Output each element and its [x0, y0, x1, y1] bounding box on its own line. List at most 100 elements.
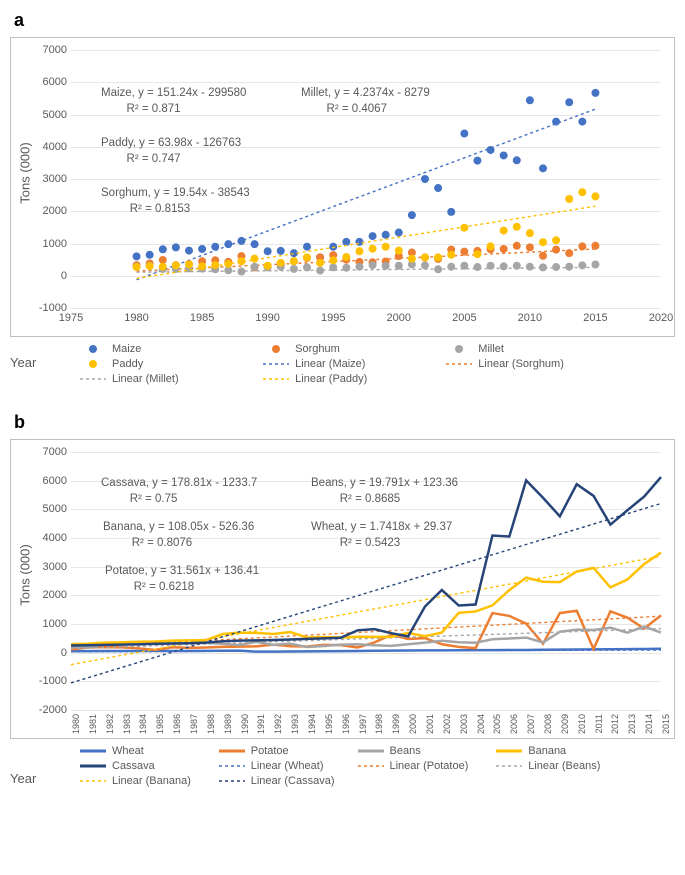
x-tick-label: 1990: [255, 312, 279, 324]
y-tick-label: 5000: [19, 109, 67, 121]
legend-label: Linear (Banana): [112, 775, 191, 787]
x-tick-label: 1989: [223, 714, 233, 734]
panel-b-label: b: [14, 412, 675, 433]
x-tick-label: 2010: [518, 312, 542, 324]
legend-label: Linear (Sorghum): [478, 358, 564, 370]
x-tick-label: 1985: [190, 312, 214, 324]
x-tick-label: 1975: [59, 312, 83, 324]
legend-label: Cassava: [112, 760, 155, 772]
y-tick-label: 0: [19, 270, 67, 282]
y-tick-label: 1000: [19, 618, 67, 630]
x-tick-label: 1987: [189, 714, 199, 734]
x-tick-label: 2005: [492, 714, 502, 734]
x-tick-label: 1983: [122, 714, 132, 734]
x-tick-label: 1981: [88, 714, 98, 734]
legend-label: Linear (Paddy): [295, 373, 367, 385]
legend-a: MaizeSorghumMilletPaddyLinear (Maize)Lin…: [10, 337, 675, 394]
x-tick-label: 2007: [526, 714, 536, 734]
y-tick-label: 7000: [19, 44, 67, 56]
legend-label: Linear (Potatoe): [390, 760, 469, 772]
legend-label: Linear (Beans): [528, 760, 600, 772]
legend-b: Wheat Potatoe Beans Banana Cassava Linear (Wh…: [10, 739, 675, 796]
x-tick-label: 1992: [273, 714, 283, 734]
x-tick-label: 1990: [240, 714, 250, 734]
equation-label: Potatoe, y = 31.561x + 136.41 R² = 0.621…: [105, 564, 259, 595]
x-tick-label: 1998: [374, 714, 384, 734]
legend-item: Potatoe: [219, 745, 358, 757]
y-tick-label: -1000: [19, 675, 67, 687]
x-tick-label: 2000: [387, 312, 411, 324]
legend-item: Maize: [80, 343, 263, 355]
equation-label: Maize, y = 151.24x - 299580 R² = 0.871: [101, 86, 246, 117]
legend-item: Linear (Maize): [263, 358, 446, 370]
x-tick-label: 2001: [425, 714, 435, 734]
y-tick-label: 6000: [19, 475, 67, 487]
x-axis-title-b: Year: [10, 771, 36, 786]
legend-item: Linear (Wheat): [219, 760, 358, 772]
y-tick-label: 5000: [19, 503, 67, 515]
legend-label: Sorghum: [295, 343, 340, 355]
x-tick-label: 2002: [442, 714, 452, 734]
legend-label: Wheat: [112, 745, 144, 757]
x-tick-label: 1985: [155, 714, 165, 734]
legend-item: Linear (Sorghum): [446, 358, 629, 370]
x-tick-label: 2014: [644, 714, 654, 734]
legend-item: Banana: [496, 745, 635, 757]
legend-item: Linear (Potatoe): [358, 760, 497, 772]
equation-label: Paddy, y = 63.98x - 126763 R² = 0.747: [101, 136, 241, 167]
legend-item: Paddy: [80, 358, 263, 370]
equation-label: Sorghum, y = 19.54x - 38543 R² = 0.8153: [101, 186, 250, 217]
legend-item: Wheat: [80, 745, 219, 757]
y-tick-label: 2000: [19, 205, 67, 217]
x-tick-label: 1980: [124, 312, 148, 324]
x-tick-label: 2005: [452, 312, 476, 324]
legend-label: Linear (Wheat): [251, 760, 324, 772]
legend-label: Linear (Cassava): [251, 775, 335, 787]
legend-item: Beans: [358, 745, 497, 757]
legend-item: Linear (Paddy): [263, 373, 446, 385]
x-tick-label: 2011: [594, 714, 604, 733]
legend-label: Millet: [478, 343, 504, 355]
x-tick-label: 2009: [560, 714, 570, 734]
legend-label: Beans: [390, 745, 421, 757]
y-tick-label: 3000: [19, 561, 67, 573]
x-tick-label: 1995: [321, 312, 345, 324]
legend-item: Linear (Beans): [496, 760, 635, 772]
x-tick-label: 1997: [358, 714, 368, 734]
equation-label: Banana, y = 108.05x - 526.36 R² = 0.8076: [103, 520, 254, 551]
panel-b: b Tons (000) -2000-100001000200030004000…: [10, 412, 675, 796]
x-tick-label: 2012: [610, 714, 620, 734]
x-tick-label: 1996: [341, 714, 351, 734]
x-tick-label: 1988: [206, 714, 216, 734]
legend-item: Sorghum: [263, 343, 446, 355]
x-tick-label: 1995: [324, 714, 334, 734]
legend-item: Cassava: [80, 760, 219, 772]
x-tick-label: 1993: [290, 714, 300, 734]
y-tick-label: 3000: [19, 173, 67, 185]
legend-label: Paddy: [112, 358, 143, 370]
x-tick-label: 2015: [661, 714, 671, 734]
legend-item: Millet: [446, 343, 629, 355]
equation-label: Cassava, y = 178.81x - 1233.7 R² = 0.75: [101, 476, 257, 507]
x-tick-label: 2010: [577, 714, 587, 734]
x-tick-label: 1986: [172, 714, 182, 734]
x-tick-label: 1994: [307, 714, 317, 734]
legend-label: Potatoe: [251, 745, 289, 757]
x-tick-label: 1984: [138, 714, 148, 734]
x-tick-label: 1999: [391, 714, 401, 734]
y-tick-label: 7000: [19, 446, 67, 458]
x-tick-label: 1991: [256, 714, 266, 734]
panel-a-label: a: [14, 10, 675, 31]
equation-label: Millet, y = 4.2374x - 8279 R² = 0.4067: [301, 86, 430, 117]
x-tick-label: 1982: [105, 714, 115, 734]
x-tick-label: 2020: [649, 312, 673, 324]
legend-item: Linear (Millet): [80, 373, 263, 385]
y-tick-label: 4000: [19, 141, 67, 153]
chart-a: Tons (000) -1000010002000300040005000600…: [10, 37, 675, 337]
legend-item: Linear (Cassava): [219, 775, 358, 787]
y-tick-label: 0: [19, 647, 67, 659]
y-tick-label: 1000: [19, 238, 67, 250]
y-tick-label: -2000: [19, 704, 67, 716]
x-tick-label: 2006: [509, 714, 519, 734]
x-tick-label: 2003: [459, 714, 469, 734]
